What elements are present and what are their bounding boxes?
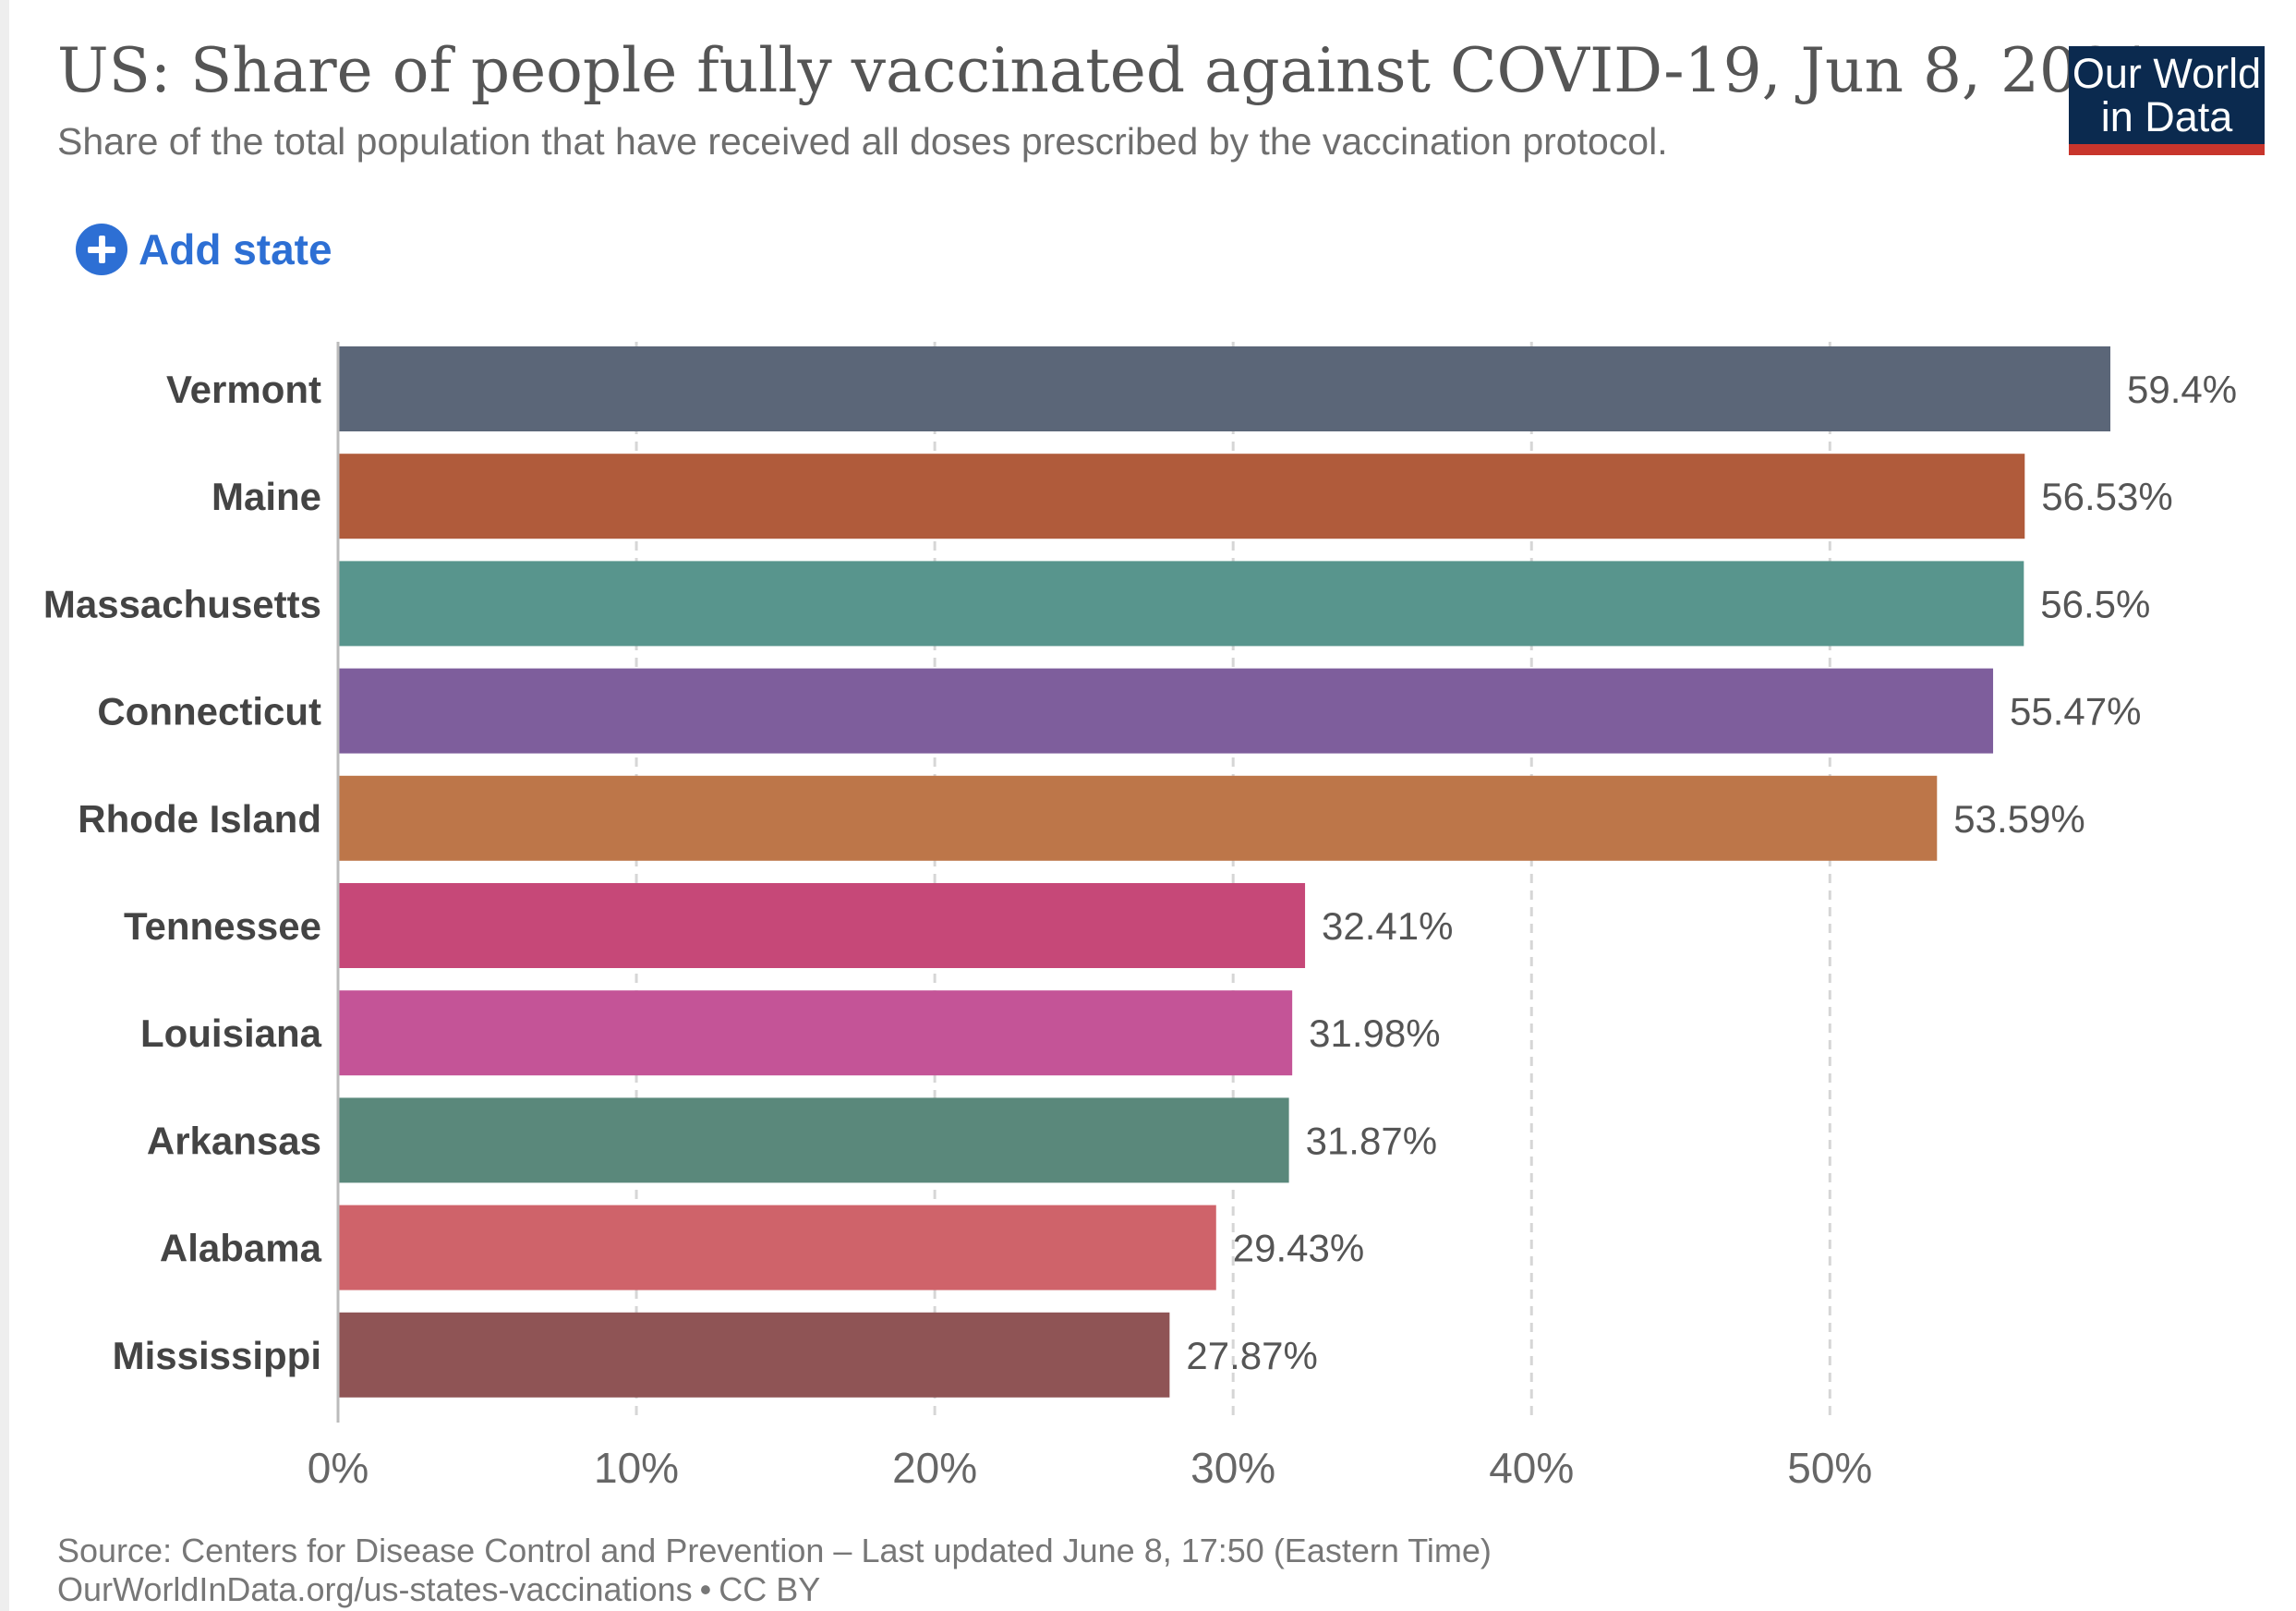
add-state-button[interactable]: Add state: [76, 224, 332, 275]
bar: [338, 454, 2025, 539]
footer-links: OurWorldInData.org/us-states-vaccination…: [57, 1570, 820, 1609]
x-tick-label: 20%: [892, 1444, 977, 1492]
owid-logo[interactable]: Our World in Data: [2069, 46, 2265, 155]
category-label: Arkansas: [147, 1119, 321, 1162]
bar: [338, 1205, 1216, 1290]
category-label: Rhode Island: [78, 797, 321, 841]
x-tick-label: 50%: [1787, 1444, 1872, 1492]
chart-subtitle: Share of the total population that have …: [57, 120, 1668, 163]
value-label: 55.47%: [2010, 690, 2141, 733]
plus-circle-icon: [76, 224, 127, 275]
bar: [338, 1312, 1170, 1398]
category-label: Connecticut: [97, 690, 321, 733]
x-tick-label: 0%: [308, 1444, 369, 1492]
chart-title: US: Share of people fully vaccinated aga…: [57, 35, 2156, 106]
add-state-label: Add state: [139, 225, 332, 273]
category-label: Alabama: [160, 1227, 322, 1270]
category-label: Louisiana: [140, 1011, 322, 1055]
value-label: 56.5%: [2040, 582, 2150, 625]
x-tick-label: 10%: [594, 1444, 679, 1492]
value-label: 56.53%: [2041, 475, 2172, 518]
bar: [338, 775, 1938, 861]
bar: [338, 1097, 1289, 1183]
bar: [338, 668, 1994, 754]
category-label: Massachusetts: [43, 582, 321, 625]
value-label: 32.41%: [1322, 904, 1453, 948]
value-label: 27.87%: [1186, 1334, 1317, 1377]
bar-chart: 0% 10% 20% 30% 40% 50% Vermont 59.4% Maine 56.53%…: [43, 342, 2237, 1492]
value-label: 53.59%: [1953, 797, 2085, 841]
footer-url-link[interactable]: OurWorldInData.org/us-states-vaccination…: [57, 1570, 693, 1608]
value-label: 31.87%: [1306, 1119, 1437, 1162]
source-note: Source: Centers for Disease Control and …: [57, 1532, 1492, 1569]
logo-line-2: in Data: [2100, 93, 2233, 140]
category-label: Vermont: [166, 368, 321, 411]
logo-line-1: Our World: [2072, 50, 2262, 97]
bar: [338, 883, 1306, 968]
license-link[interactable]: CC BY: [719, 1570, 821, 1608]
category-label: Mississippi: [113, 1334, 321, 1377]
footer-separator: •: [699, 1570, 712, 1608]
x-tick-label: 40%: [1489, 1444, 1574, 1492]
value-label: 59.4%: [2127, 368, 2237, 411]
left-edge-strip: [0, 0, 9, 1611]
value-label: 31.98%: [1309, 1011, 1440, 1055]
x-tick-label: 30%: [1190, 1444, 1275, 1492]
value-label: 29.43%: [1233, 1227, 1364, 1270]
bar: [338, 346, 2110, 431]
bar: [338, 990, 1293, 1076]
category-label: Tennessee: [124, 904, 321, 948]
bar: [338, 561, 2024, 647]
category-label: Maine: [211, 475, 321, 518]
